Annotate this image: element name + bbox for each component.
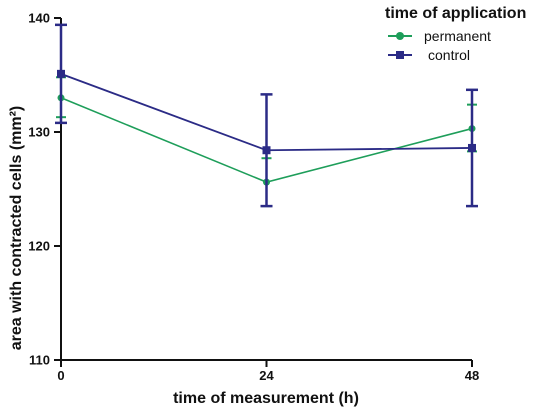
x-tick-label: 0 bbox=[57, 368, 64, 383]
legend-title: time of application bbox=[385, 5, 526, 22]
y-tick-label: 110 bbox=[29, 353, 50, 368]
y-tick-label: 120 bbox=[28, 239, 50, 254]
data-point-control bbox=[262, 146, 271, 155]
series-layer bbox=[55, 23, 478, 208]
y-axis-ticks: 110 120 130 140 bbox=[28, 11, 50, 368]
x-tick-label: 48 bbox=[465, 368, 479, 383]
y-tick-label: 130 bbox=[28, 125, 50, 140]
data-point-control bbox=[57, 69, 65, 78]
x-tick-label: 24 bbox=[259, 368, 274, 383]
x-axis-title: time of measurement (h) bbox=[173, 390, 359, 407]
legend-marker-control bbox=[396, 51, 404, 59]
series-control bbox=[55, 23, 478, 208]
data-point-control bbox=[468, 143, 476, 152]
legend-label-permanent: permanent bbox=[424, 28, 491, 44]
x-axis-ticks: 0 24 48 bbox=[57, 368, 479, 383]
legend-item-permanent: permanent bbox=[388, 28, 491, 44]
y-tick-label: 140 bbox=[28, 11, 50, 26]
legend: time of application permanent control bbox=[385, 5, 526, 63]
legend-item-control: control bbox=[388, 47, 470, 63]
legend-label-control: control bbox=[428, 47, 470, 63]
legend-marker-permanent bbox=[396, 32, 404, 40]
y-axis-title: area with contracted cells (mm²) bbox=[8, 106, 25, 351]
